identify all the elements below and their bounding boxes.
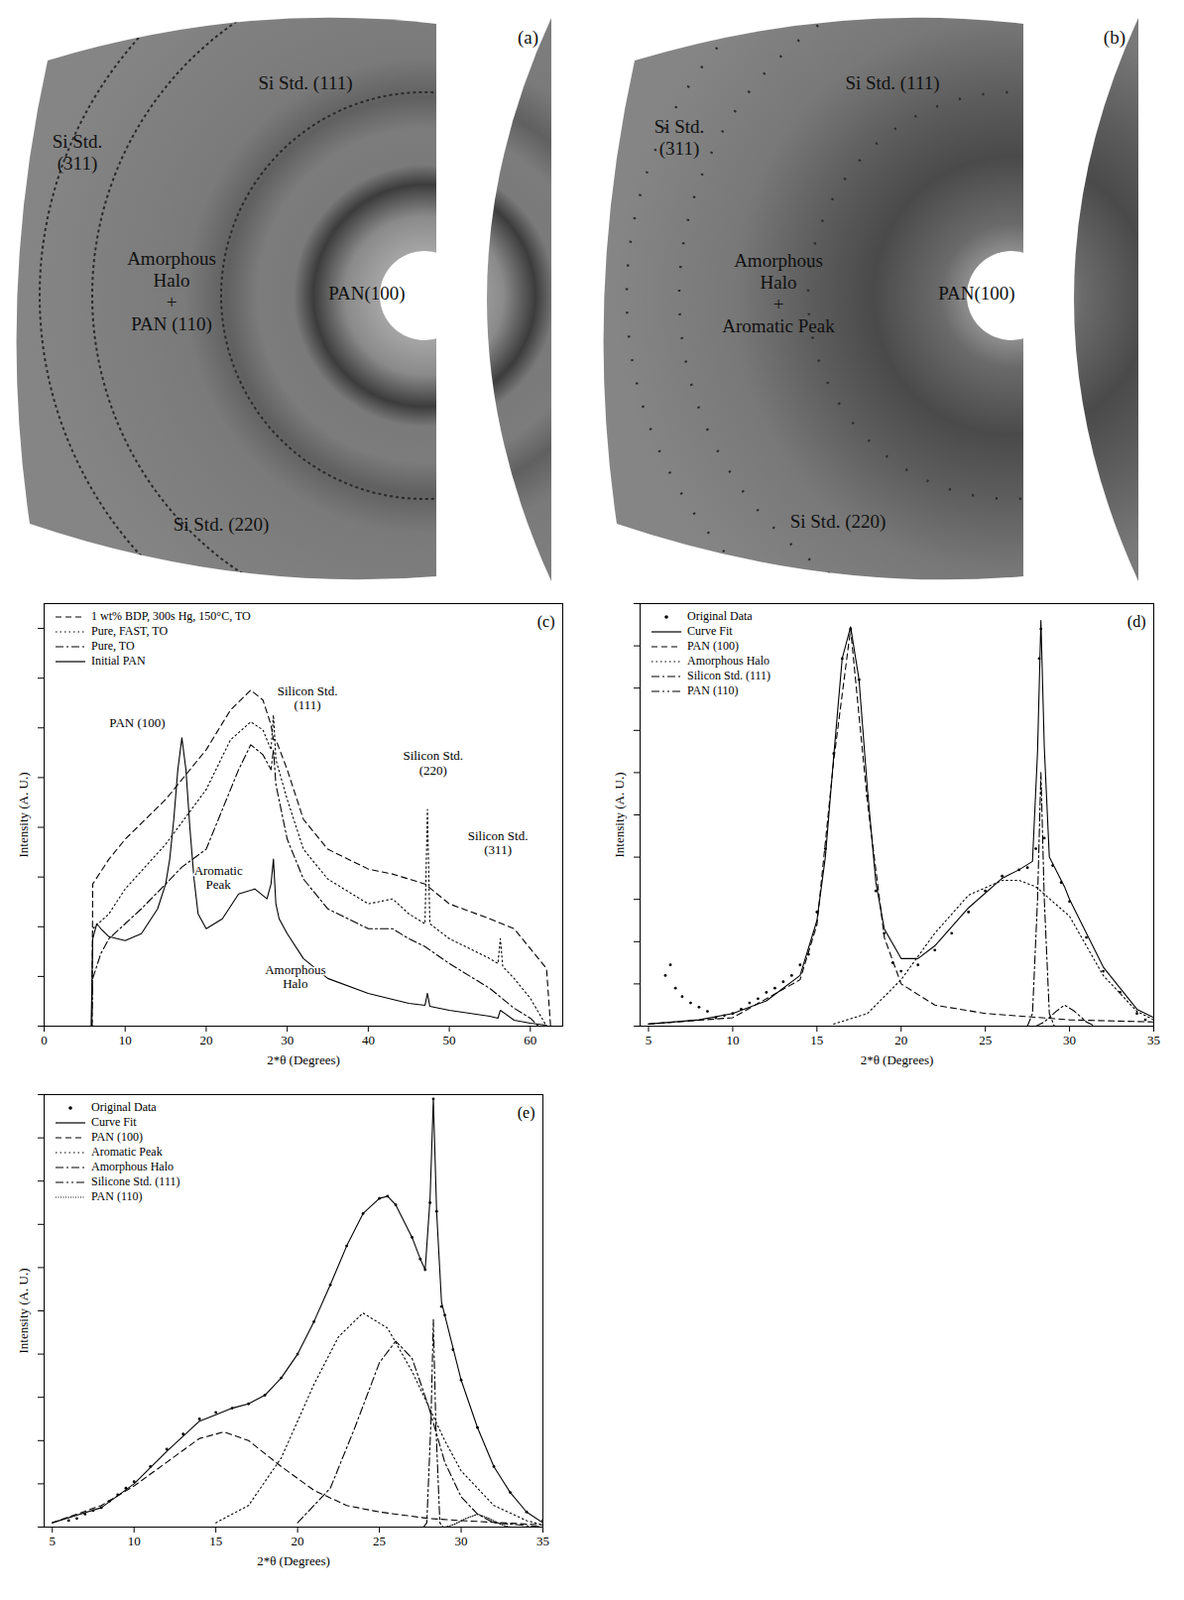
svg-text:2*θ (Degrees): 2*θ (Degrees) xyxy=(860,1052,935,1067)
svg-text:35: 35 xyxy=(1147,1032,1161,1048)
svg-text:10: 10 xyxy=(725,1032,739,1048)
svg-text:PAN(100): PAN(100) xyxy=(938,282,1015,305)
svg-text:2*θ (Degrees): 2*θ (Degrees) xyxy=(256,1552,331,1568)
html-text:Amorphous Halo: Amorphous Halo xyxy=(91,1159,174,1174)
svg-text:Intensity (A. U.): Intensity (A. U.) xyxy=(611,772,627,858)
svg-text:PAN (100): PAN (100) xyxy=(109,714,165,730)
svg-text:Intensity (A. U.): Intensity (A. U.) xyxy=(15,772,31,858)
html-text:Pure, TO: Pure, TO xyxy=(91,638,135,653)
svg-text:(b): (b) xyxy=(1103,26,1126,49)
svg-text:AromaticPeak: AromaticPeak xyxy=(194,862,243,892)
html-text:PAN (100): PAN (100) xyxy=(91,1129,143,1144)
svg-text:Si Std.(311): Si Std.(311) xyxy=(52,130,104,175)
html-text:Silicon Std. (111): Silicon Std. (111) xyxy=(687,668,771,683)
svg-text:60: 60 xyxy=(523,1032,537,1048)
svg-text:25: 25 xyxy=(978,1032,992,1048)
svg-text:(e): (e) xyxy=(517,1103,536,1122)
svg-text:(a): (a) xyxy=(517,26,539,49)
svg-text:15: 15 xyxy=(209,1533,223,1548)
svg-text:AmorphousHalo+PAN (110): AmorphousHalo+PAN (110) xyxy=(126,247,217,336)
html-text:Aromatic Peak: Aromatic Peak xyxy=(91,1144,163,1159)
svg-text:Intensity (A. U.): Intensity (A. U.) xyxy=(15,1268,31,1354)
svg-text:Silicon Std.(220): Silicon Std.(220) xyxy=(402,747,464,777)
svg-text:50: 50 xyxy=(443,1032,457,1048)
svg-text:30: 30 xyxy=(1063,1032,1076,1048)
svg-text:30: 30 xyxy=(455,1533,469,1548)
svg-text:20: 20 xyxy=(199,1032,213,1048)
html-text:Original Data: Original Data xyxy=(687,608,753,623)
svg-text:5: 5 xyxy=(645,1032,653,1048)
svg-text:Si Std. (220): Si Std. (220) xyxy=(790,510,887,533)
svg-text:25: 25 xyxy=(372,1533,386,1548)
svg-text:20: 20 xyxy=(894,1032,908,1048)
svg-text:AmorphousHalo+Aromatic Peak: AmorphousHalo+Aromatic Peak xyxy=(721,249,835,337)
svg-text:AmorphousHalo: AmorphousHalo xyxy=(264,961,326,991)
html-text:Initial PAN: Initial PAN xyxy=(91,653,146,668)
html-text:Silicone Std. (111): Silicone Std. (111) xyxy=(91,1174,180,1188)
html-text:Original Data: Original Data xyxy=(91,1099,157,1114)
html-text:Curve Fit: Curve Fit xyxy=(91,1114,137,1129)
svg-text:Silicon Std.(311): Silicon Std.(311) xyxy=(468,827,529,856)
html-text:Pure, FAST, TO: Pure, FAST, TO xyxy=(91,623,168,638)
svg-text:15: 15 xyxy=(810,1032,824,1048)
svg-text:10: 10 xyxy=(127,1533,141,1548)
svg-text:Silicon Std.(111): Silicon Std.(111) xyxy=(277,683,339,712)
svg-text:35: 35 xyxy=(536,1533,550,1548)
svg-text:Si Std. (111): Si Std. (111) xyxy=(844,72,940,95)
html-text:PAN (100): PAN (100) xyxy=(687,638,739,653)
svg-text:5: 5 xyxy=(48,1533,56,1548)
html-text:PAN (110): PAN (110) xyxy=(687,683,739,698)
svg-text:Si Std.(311): Si Std.(311) xyxy=(654,116,706,160)
html-text:PAN (110): PAN (110) xyxy=(91,1188,143,1203)
svg-text:40: 40 xyxy=(361,1032,375,1048)
svg-text:(d): (d) xyxy=(1127,612,1147,631)
html-text:1 wt% BDP, 300s Hg, 150°C, TO: 1 wt% BDP, 300s Hg, 150°C, TO xyxy=(91,608,251,623)
svg-text:2*θ (Degrees): 2*θ (Degrees) xyxy=(266,1052,341,1067)
svg-text:30: 30 xyxy=(280,1032,294,1048)
svg-text:(c): (c) xyxy=(537,612,556,631)
html-text:Curve Fit: Curve Fit xyxy=(687,623,733,638)
svg-text:10: 10 xyxy=(118,1032,132,1048)
svg-text:Si Std. (111): Si Std. (111) xyxy=(257,72,353,95)
svg-text:0: 0 xyxy=(40,1032,48,1048)
svg-text:Si Std. (220): Si Std. (220) xyxy=(173,513,270,536)
html-text:Amorphous Halo: Amorphous Halo xyxy=(687,653,770,668)
svg-text:20: 20 xyxy=(291,1533,305,1548)
svg-text:PAN(100): PAN(100) xyxy=(328,282,405,305)
